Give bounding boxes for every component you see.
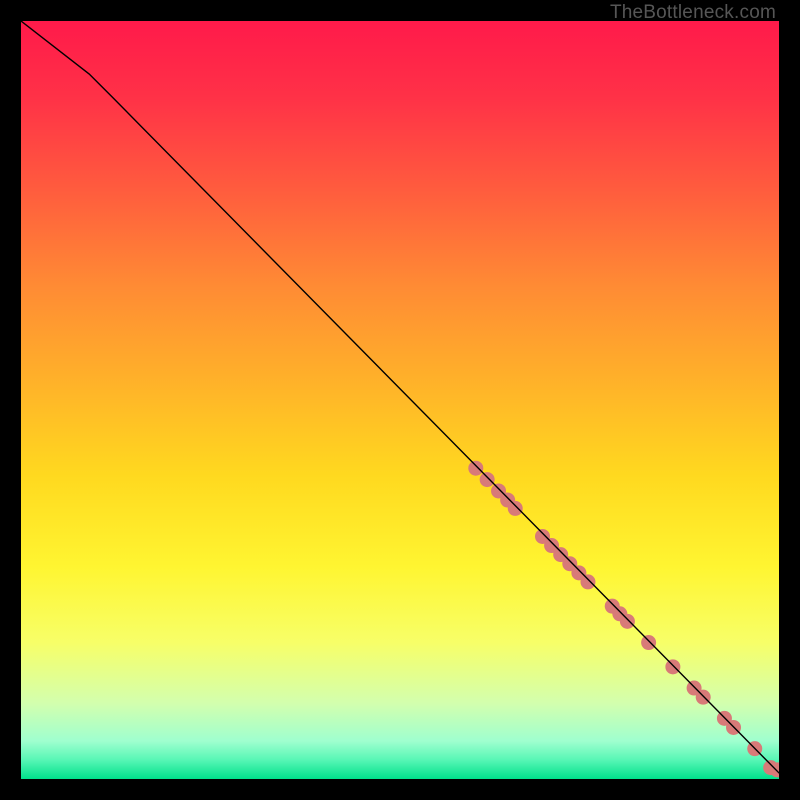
data-marker [580, 574, 595, 589]
plot-svg [21, 21, 779, 779]
gradient-background [21, 21, 779, 779]
data-marker [508, 501, 523, 516]
data-marker [641, 635, 656, 650]
data-marker [620, 614, 635, 629]
data-marker [468, 461, 483, 476]
watermark-text: TheBottleneck.com [610, 2, 776, 24]
data-marker [480, 472, 495, 487]
data-marker [665, 659, 680, 674]
chart-frame: TheBottleneck.com [0, 0, 800, 800]
plot-area [21, 21, 779, 779]
